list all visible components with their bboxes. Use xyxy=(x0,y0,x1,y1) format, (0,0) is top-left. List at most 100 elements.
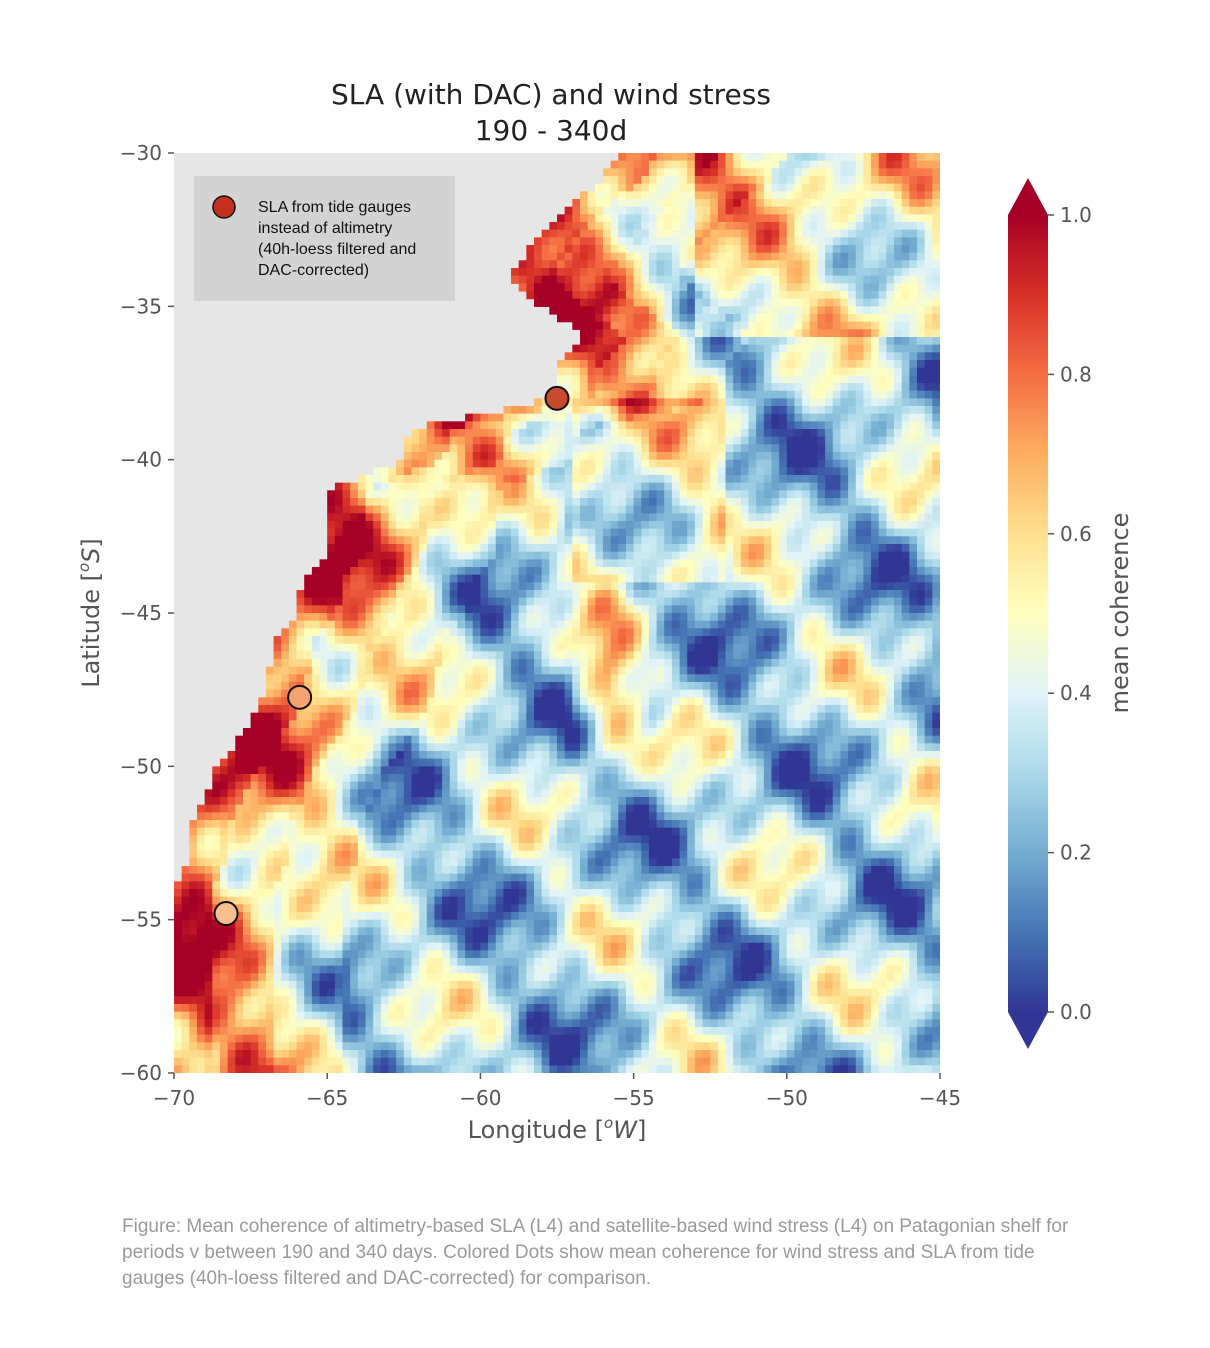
heatmap-cell xyxy=(909,390,918,399)
heatmap-cell xyxy=(641,291,650,300)
heatmap-cell xyxy=(572,605,581,614)
heatmap-cell xyxy=(740,176,750,185)
heatmap-cell xyxy=(342,712,351,721)
heatmap-cell xyxy=(733,574,742,583)
heatmap-cell xyxy=(848,390,857,399)
heatmap-cell xyxy=(809,413,819,422)
heatmap-cell xyxy=(488,689,497,698)
heatmap-cell xyxy=(357,651,367,660)
heatmap-cell xyxy=(679,651,688,660)
heatmap-cell xyxy=(434,444,443,453)
heatmap-cell xyxy=(534,260,543,269)
heatmap-cell xyxy=(618,176,627,185)
heatmap-cell xyxy=(832,498,842,507)
heatmap-cell xyxy=(671,229,681,238)
heatmap-cell xyxy=(809,191,819,200)
heatmap-cell xyxy=(419,659,428,668)
heatmap-cell xyxy=(794,160,803,169)
heatmap-cell xyxy=(771,459,780,468)
heatmap-cell xyxy=(380,720,390,729)
heatmap-cell xyxy=(396,674,405,683)
heatmap-cell xyxy=(840,429,849,438)
heatmap-cell xyxy=(488,551,497,560)
heatmap-cell xyxy=(541,712,550,721)
heatmap-cell xyxy=(863,367,872,376)
heatmap-cell xyxy=(886,153,895,162)
heatmap-cell xyxy=(756,375,765,384)
heatmap-cell xyxy=(733,613,742,622)
heatmap-cell xyxy=(595,275,604,284)
heatmap-cell xyxy=(534,705,543,714)
heatmap-cell xyxy=(587,214,596,223)
heatmap-cell xyxy=(518,636,527,645)
heatmap-cell xyxy=(840,482,849,491)
heatmap-cell xyxy=(488,712,497,721)
heatmap-cell xyxy=(579,666,589,675)
heatmap-cell xyxy=(534,689,543,698)
heatmap-cell xyxy=(771,268,780,277)
heatmap-cell xyxy=(786,544,796,553)
heatmap-cell xyxy=(465,551,474,560)
heatmap-cell xyxy=(748,674,757,683)
heatmap-cell xyxy=(863,505,872,514)
heatmap-cell xyxy=(572,452,581,461)
heatmap-cell xyxy=(602,183,612,192)
heatmap-cell xyxy=(694,590,704,599)
heatmap-cell xyxy=(917,590,926,599)
heatmap-cell xyxy=(855,245,864,254)
heatmap-cell xyxy=(932,406,940,415)
heatmap-cell xyxy=(717,298,727,307)
heatmap-cell xyxy=(794,643,803,652)
heatmap-cell xyxy=(894,620,903,629)
heatmap-cell xyxy=(610,283,619,292)
heatmap-cell xyxy=(411,628,420,637)
heatmap-cell xyxy=(511,689,520,698)
heatmap-cell xyxy=(740,582,750,591)
heatmap-cell xyxy=(863,390,872,399)
heatmap-cell xyxy=(871,199,880,208)
heatmap-cell xyxy=(426,636,436,645)
heatmap-cell xyxy=(411,682,420,691)
heatmap-cell xyxy=(541,475,550,484)
heatmap-cell xyxy=(648,360,658,369)
heatmap-cell xyxy=(465,620,474,629)
heatmap-cell xyxy=(587,260,596,269)
heatmap-cell xyxy=(702,498,711,507)
heatmap-cell xyxy=(633,245,642,254)
heatmap-cell xyxy=(618,314,627,323)
heatmap-cell xyxy=(702,191,711,200)
heatmap-cell xyxy=(641,544,650,553)
heatmap-cell xyxy=(610,367,619,376)
heatmap-cell xyxy=(909,199,918,208)
heatmap-cell xyxy=(595,352,604,361)
heatmap-cell xyxy=(917,482,926,491)
heatmap-cell xyxy=(442,682,451,691)
heatmap-cell xyxy=(511,666,520,675)
heatmap-cell xyxy=(671,337,681,346)
heatmap-cell xyxy=(725,498,734,507)
heatmap-cell xyxy=(825,222,834,231)
heatmap-cell xyxy=(909,160,918,169)
heatmap-cell xyxy=(671,321,681,330)
heatmap-cell xyxy=(886,375,895,384)
heatmap-cell xyxy=(802,360,811,369)
heatmap-cell xyxy=(909,367,918,376)
heatmap-cell xyxy=(894,475,903,484)
heatmap-cell xyxy=(886,521,895,530)
heatmap-cell xyxy=(871,544,880,553)
heatmap-cell xyxy=(909,544,918,553)
heatmap-cell xyxy=(411,528,420,537)
heatmap-cell xyxy=(748,344,757,353)
heatmap-cell xyxy=(648,268,658,277)
heatmap-cell xyxy=(894,367,903,376)
heatmap-cell xyxy=(557,582,566,591)
heatmap-cell xyxy=(825,321,834,330)
heatmap-cell xyxy=(924,390,933,399)
heatmap-cell xyxy=(572,199,581,208)
heatmap-cell xyxy=(932,551,940,560)
heatmap-cell xyxy=(817,260,826,269)
heatmap-cell xyxy=(388,475,397,484)
heatmap-cell xyxy=(656,390,665,399)
heatmap-cell xyxy=(763,651,773,660)
heatmap-cell xyxy=(725,682,734,691)
